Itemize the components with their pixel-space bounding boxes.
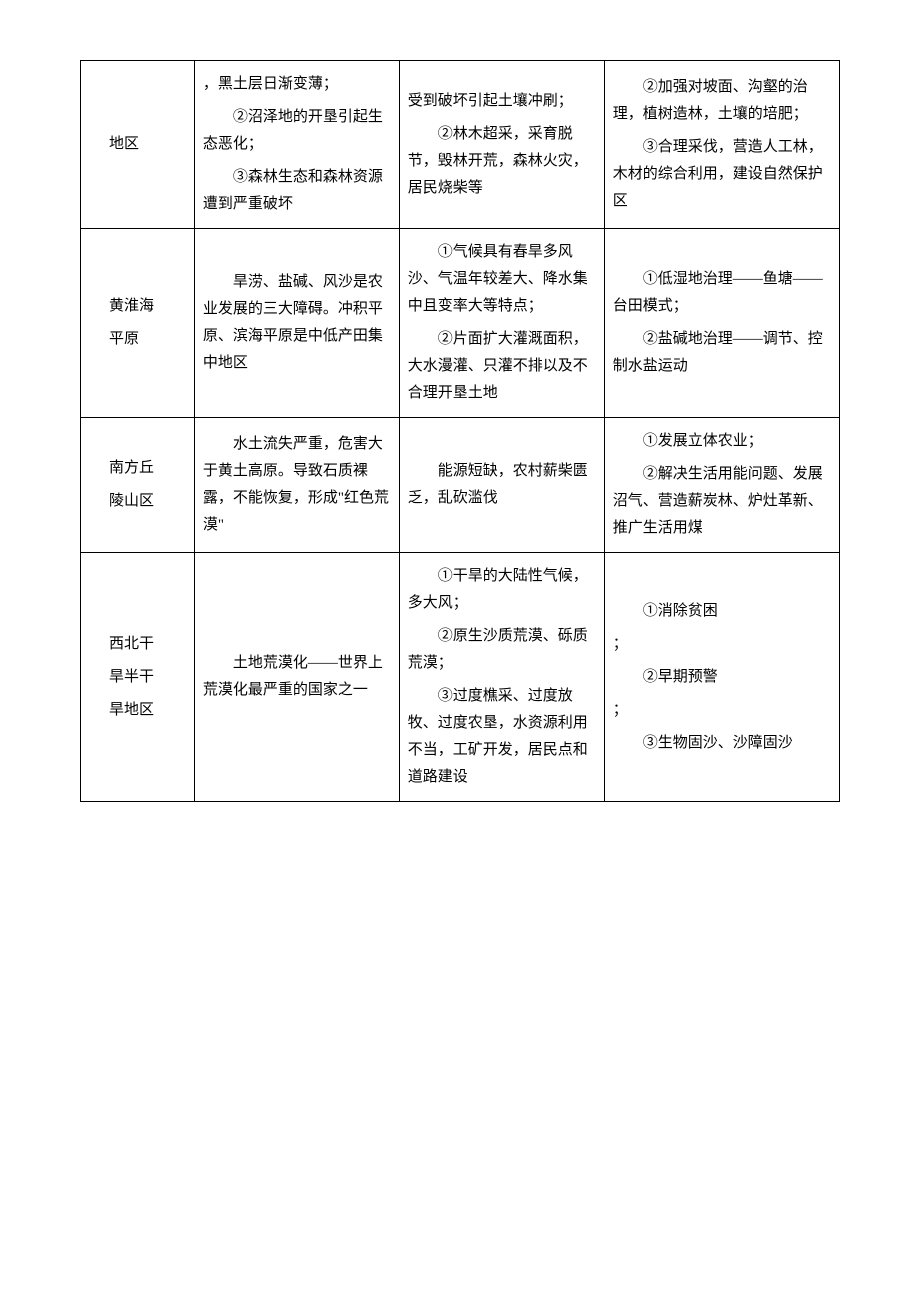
cause-cell: 能源短缺，农村薪柴匮乏，乱砍滥伐 (399, 418, 604, 553)
cell-paragraph: 土地荒漠化——世界上荒漠化最严重的国家之一 (203, 650, 391, 704)
cell-paragraph: ①发展立体农业； (613, 428, 831, 455)
problem-cell: ，黑土层日渐变薄； ②沼泽地的开垦引起生态恶化； ③森林生态和森林资源遭到严重破坏 (194, 61, 399, 229)
region-text: 陵山区 (109, 488, 186, 515)
cause-cell: ①气候具有春旱多风沙、气温年较差大、降水集中且变率大等特点；②片面扩大灌溉面积，… (399, 229, 604, 418)
region-text: 旱地区 (109, 697, 186, 724)
solution-cell: ①消除贫困 ； ②早期预警 ； ③生物固沙、沙障固沙 (604, 553, 839, 802)
cell-paragraph: ③合理采伐，营造人工林，木材的综合利用，建设自然保护区 (613, 134, 831, 215)
cell-paragraph: ③过度樵采、过度放牧、过度农垦，水资源利用不当，工矿开发，居民点和道路建设 (408, 683, 596, 791)
cause-cell: ①干旱的大陆性气候，多大风； ②原生沙质荒漠、砾质荒漠； ③过度樵采、过度放牧、过度… (399, 553, 604, 802)
region-text: 南方丘 (109, 455, 186, 482)
table-row: 地区 ，黑土层日渐变薄； ②沼泽地的开垦引起生态恶化； ③森林生态和森林资源遭到严重破… (81, 61, 840, 229)
cell-paragraph: 旱涝、盐碱、风沙是农业发展的三大障碍。冲积平原、滨海平原是中低产田集中地区 (203, 269, 391, 377)
solution-cell: ②加强对坡面、沟壑的治理，植树造林，土壤的培肥； ③合理采伐，营造人工林，木材的综… (604, 61, 839, 229)
cell-paragraph: ③生物固沙、沙障固沙 (613, 730, 831, 757)
region-text: 平原 (109, 326, 186, 353)
cell-punct: ； (613, 631, 831, 658)
solution-cell: ①低湿地治理——鱼塘——台田模式； ②盐碱地治理——调节、控制水盐运动 (604, 229, 839, 418)
cell-paragraph: ①气候具有春旱多风沙、气温年较差大、降水集中且变率大等特点； (408, 239, 596, 320)
table-row: 黄淮海平原旱涝、盐碱、风沙是农业发展的三大障碍。冲积平原、滨海平原是中低产田集中… (81, 229, 840, 418)
region-cell: 黄淮海平原 (81, 229, 195, 418)
cell-paragraph: ②加强对坡面、沟壑的治理，植树造林，土壤的培肥； (613, 74, 831, 128)
cell-paragraph: ②盐碱地治理——调节、控制水盐运动 (613, 326, 831, 380)
content-table: 地区 ，黑土层日渐变薄； ②沼泽地的开垦引起生态恶化； ③森林生态和森林资源遭到严重破… (80, 60, 840, 802)
cell-paragraph: ②早期预警 (613, 664, 831, 691)
cause-cell: 受到破坏引起土壤冲刷； ②林木超采，采育脱节，毁林开荒，森林火灾，居民烧柴等 (399, 61, 604, 229)
solution-cell: ①发展立体农业； ②解决生活用能问题、发展沼气、营造薪炭林、炉灶革新、推广生活用煤 (604, 418, 839, 553)
cell-paragraph: ②片面扩大灌溉面积，大水漫灌、只灌不排以及不合理开垦土地 (408, 326, 596, 407)
table-row: 西北干旱半干旱地区土地荒漠化——世界上荒漠化最严重的国家之一①干旱的大陆性气候，… (81, 553, 840, 802)
cell-paragraph: ②原生沙质荒漠、砾质荒漠； (408, 623, 596, 677)
cell-paragraph: ①消除贫困 (613, 598, 831, 625)
region-text: 西北干 (109, 631, 186, 658)
cell-paragraph: 能源短缺，农村薪柴匮乏，乱砍滥伐 (408, 458, 596, 512)
cell-paragraph: ③森林生态和森林资源遭到严重破坏 (203, 164, 391, 218)
cell-paragraph: ②解决生活用能问题、发展沼气、营造薪炭林、炉灶革新、推广生活用煤 (613, 461, 831, 542)
cell-paragraph: ，黑土层日渐变薄； (203, 71, 391, 98)
cell-paragraph: ②沼泽地的开垦引起生态恶化； (203, 104, 391, 158)
problem-cell: 水土流失严重，危害大于黄土高原。导致石质裸露，不能恢复，形成"红色荒漠" (194, 418, 399, 553)
problem-cell: 土地荒漠化——世界上荒漠化最严重的国家之一 (194, 553, 399, 802)
cell-paragraph: 受到破坏引起土壤冲刷； (408, 88, 596, 115)
region-cell: 南方丘陵山区 (81, 418, 195, 553)
table-body: 地区 ，黑土层日渐变薄； ②沼泽地的开垦引起生态恶化； ③森林生态和森林资源遭到严重破… (81, 61, 840, 802)
region-cell: 西北干旱半干旱地区 (81, 553, 195, 802)
table-row: 南方丘陵山区水土流失严重，危害大于黄土高原。导致石质裸露，不能恢复，形成"红色荒… (81, 418, 840, 553)
region-cell: 地区 (81, 61, 195, 229)
cell-paragraph: ①低湿地治理——鱼塘——台田模式； (613, 266, 831, 320)
problem-cell: 旱涝、盐碱、风沙是农业发展的三大障碍。冲积平原、滨海平原是中低产田集中地区 (194, 229, 399, 418)
region-text: 地区 (109, 131, 186, 158)
cell-paragraph: 水土流失严重，危害大于黄土高原。导致石质裸露，不能恢复，形成"红色荒漠" (203, 431, 391, 539)
region-text: 黄淮海 (109, 293, 186, 320)
cell-paragraph: ①干旱的大陆性气候，多大风； (408, 563, 596, 617)
cell-paragraph: ②林木超采，采育脱节，毁林开荒，森林火灾，居民烧柴等 (408, 121, 596, 202)
region-text: 旱半干 (109, 664, 186, 691)
cell-punct: ； (613, 697, 831, 724)
